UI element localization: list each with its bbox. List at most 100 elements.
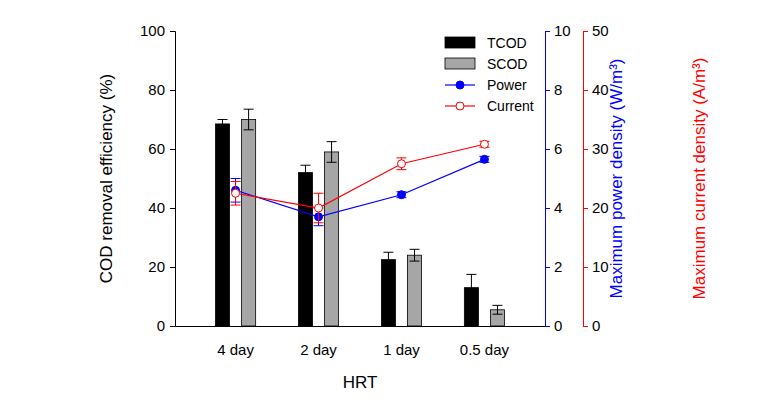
tick: 2 day: [300, 326, 337, 358]
tick: 0: [157, 317, 175, 334]
tick-mark: [583, 149, 588, 150]
tick-label: 20: [148, 258, 165, 275]
y3-axis: 01020304050: [583, 22, 609, 334]
tick: 1 day: [383, 326, 420, 358]
bar: [407, 255, 421, 326]
tick-label: 4 day: [217, 341, 254, 358]
bar-series: [215, 120, 478, 327]
legend-item: TCOD: [445, 35, 527, 51]
plot-area: [215, 109, 504, 326]
tick-label: 10: [554, 22, 571, 39]
tick-label: 40: [148, 199, 165, 216]
tick: 60: [148, 140, 175, 157]
tick-label: 0.5 day: [460, 341, 510, 358]
tick: 2: [545, 258, 562, 275]
tick-label: 6: [554, 140, 562, 157]
tick-mark: [545, 31, 550, 32]
tick: 20: [148, 258, 175, 275]
tick-mark: [170, 90, 175, 91]
chart: 0204060801000246810010203040504 day2 day…: [0, 0, 760, 401]
bar: [298, 173, 312, 326]
legend-item: SCOD: [445, 56, 527, 72]
marker: [232, 189, 240, 197]
legend: TCOD SCOD Power Current: [445, 35, 534, 114]
y2-axis: 0 2 4 6 8 10: [545, 22, 571, 334]
tick-mark: [170, 326, 175, 327]
axis-line: [546, 32, 551, 327]
bar: [381, 260, 395, 326]
tick-label: 100: [140, 22, 165, 39]
tick-mark: [545, 149, 550, 150]
tick-label: 0: [157, 317, 165, 334]
marker: [397, 191, 405, 199]
tick-label: 0: [592, 317, 600, 334]
line: [236, 144, 485, 208]
marker: [480, 140, 488, 148]
bar: [242, 120, 256, 327]
x-axis-title: HRT: [343, 373, 378, 392]
error-bar: [492, 305, 502, 314]
tick-label: 2 day: [300, 341, 337, 358]
axis-line: [170, 32, 176, 327]
legend-item: Power: [445, 77, 527, 93]
legend-label: Power: [487, 77, 527, 93]
legend-swatch: [445, 58, 475, 69]
tick: 100: [140, 22, 175, 39]
tick-mark: [545, 326, 550, 327]
tick-label: 0: [554, 317, 562, 334]
marker: [480, 155, 488, 163]
tick-label: 4: [554, 199, 562, 216]
legend-swatch: [445, 37, 475, 48]
tick: 8: [545, 81, 562, 98]
line-series: [231, 140, 490, 222]
error-bar: [244, 109, 254, 130]
error-bar: [466, 274, 476, 301]
y-axis: 0 20 40 60 80 100: [140, 22, 176, 334]
axis-line: [584, 32, 589, 327]
tick-mark: [545, 208, 550, 209]
bar: [325, 152, 339, 326]
tick-label: 60: [148, 140, 165, 157]
tick: 6: [545, 140, 562, 157]
tick-mark: [170, 149, 175, 150]
tick: 10: [545, 22, 571, 39]
tick: 30: [583, 140, 609, 157]
legend-marker: [456, 102, 464, 110]
tick-label: 2: [554, 258, 562, 275]
error-bar: [327, 142, 337, 163]
tick-label: 8: [554, 81, 562, 98]
tick-mark: [170, 208, 175, 209]
tick-label: 1 day: [383, 341, 420, 358]
error-bar: [383, 252, 393, 267]
bar: [215, 124, 229, 326]
y2-axis-title: Maximum power density (W/m³): [607, 59, 626, 299]
tick: 40: [148, 199, 175, 216]
legend-marker: [456, 81, 464, 89]
tick: 20: [583, 199, 609, 216]
tick: 4: [545, 199, 562, 216]
axis-line: [176, 326, 546, 327]
error-bar: [300, 165, 310, 180]
legend-label: SCOD: [487, 56, 527, 72]
tick-mark: [583, 326, 588, 327]
tick-mark: [545, 267, 550, 268]
tick-mark: [170, 267, 175, 268]
marker: [315, 204, 323, 212]
tick-label: 80: [148, 81, 165, 98]
marker: [397, 160, 405, 168]
line: [236, 159, 485, 217]
tick: 4 day: [217, 326, 254, 358]
legend-label: Current: [487, 98, 534, 114]
error-bar: [218, 120, 228, 129]
tick: 40: [583, 81, 609, 98]
error-bar: [396, 158, 406, 170]
tick: 0: [545, 317, 562, 334]
tick-label: 50: [592, 22, 609, 39]
y-axis-title: COD removal efficiency (%): [97, 74, 116, 283]
y3-axis-title: Maximum current density (A/m³): [690, 58, 709, 300]
tick-mark: [583, 267, 588, 268]
tick: 0: [583, 317, 600, 334]
error-bar: [410, 249, 420, 261]
tick-mark: [583, 208, 588, 209]
legend-item: Current: [445, 98, 534, 114]
